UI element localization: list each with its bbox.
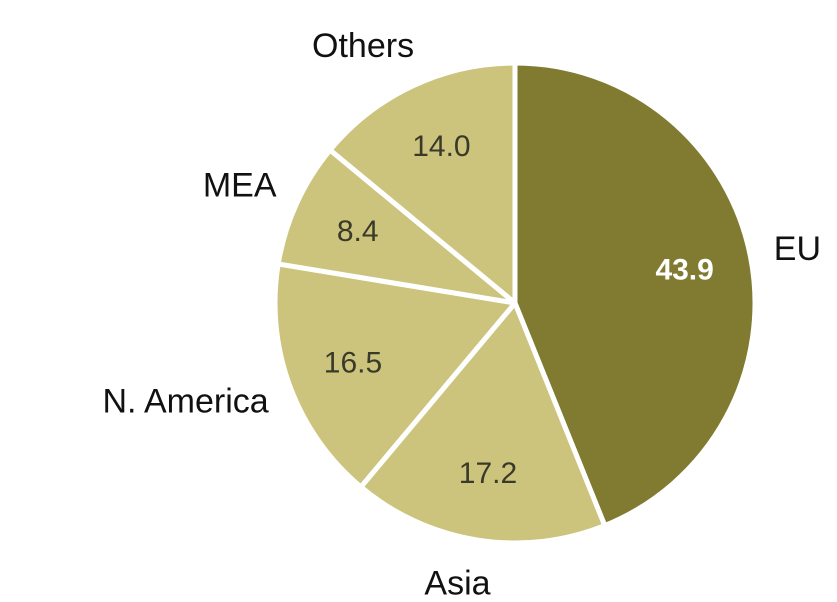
category-label-mea: MEA [203, 166, 277, 204]
value-label-mea: 8.4 [337, 215, 379, 248]
category-label-eu: EU [774, 230, 821, 268]
value-label-eu: 43.9 [655, 254, 713, 287]
value-label-n-america: 16.5 [324, 347, 382, 380]
value-label-asia: 17.2 [459, 457, 517, 490]
pie-slice-others [327, 60, 518, 306]
value-label-others: 14.0 [412, 130, 470, 163]
slices-layer [272, 60, 758, 546]
pie-slice-asia [358, 300, 608, 546]
category-label-asia: Asia [424, 565, 490, 602]
pie-slice-n-america [272, 261, 518, 490]
pie-slice-eu [512, 60, 758, 529]
category-label-n-america: N. America [102, 383, 268, 421]
pie-slice-mea [275, 147, 518, 306]
category-label-others: Others [312, 27, 414, 65]
outer-labels-layer: EU Asia N. America MEA Others [102, 27, 821, 602]
value-labels-layer: 43.9 17.2 16.5 8.4 14.0 [324, 130, 714, 490]
